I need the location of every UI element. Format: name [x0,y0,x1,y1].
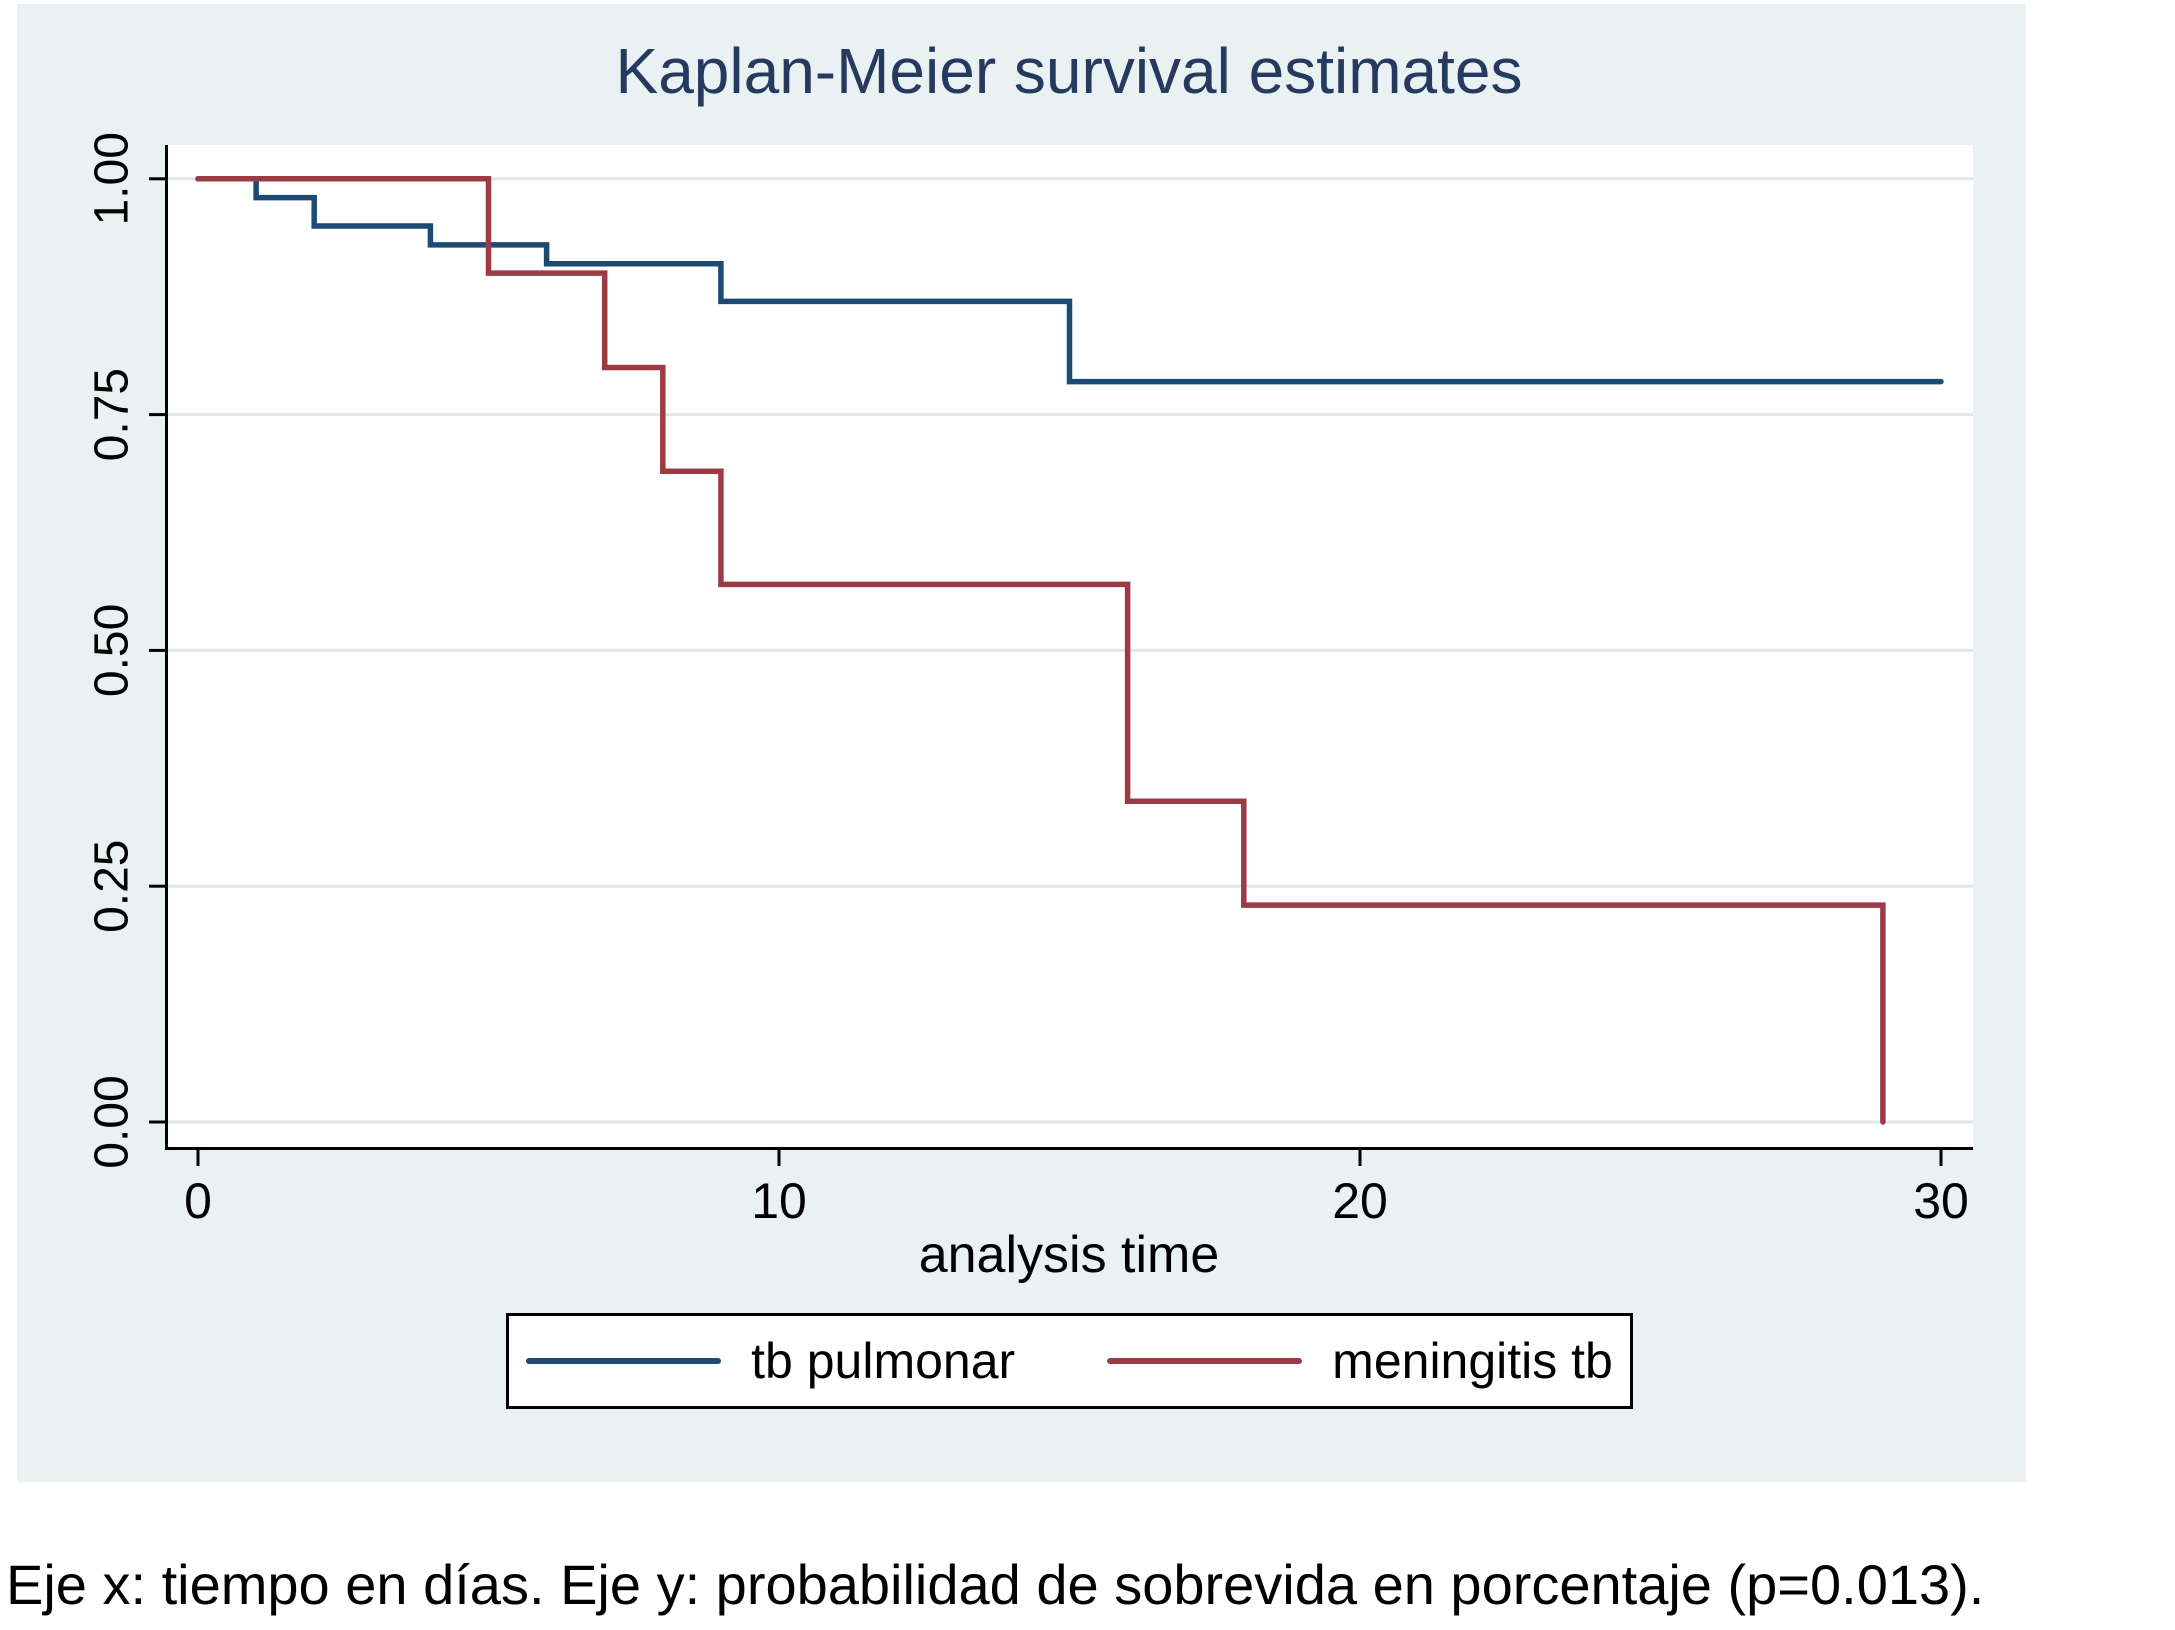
legend-label-meningitis-tb: meningitis tb [1332,1333,1613,1389]
survival-curve-meningitis-tb [195,176,1886,1125]
tb-pulmonar-line-swatch [526,1358,722,1364]
legend-item-tb-pulmonar: tb pulmonar [526,1336,1015,1386]
x-tick-label-20: 20 [1332,1173,1388,1229]
meningitis-tb-line-swatch [1107,1358,1303,1364]
x-tick-label-30: 30 [1913,1173,1969,1229]
y-tick-label-1.00: 1.00 [86,132,139,225]
legend-label-tb-pulmonar: tb pulmonar [751,1333,1016,1389]
y-tick-label-0.25: 0.25 [86,839,139,932]
plot-area [165,145,1973,1147]
y-tick-label-0.50: 0.50 [86,604,139,697]
legend-item-meningitis-tb: meningitis tb [1107,1336,1613,1386]
y-tick-label-0.00: 0.00 [86,1075,139,1168]
y-tick-label-0.75: 0.75 [86,368,139,461]
chart-title: Kaplan-Meier survival estimates [615,35,1523,107]
x-tick-label-0: 0 [184,1173,212,1229]
x-axis-title: analysis time [919,1226,1220,1284]
x-tick-label-10: 10 [751,1173,807,1229]
figure-caption: Eje x: tiempo en días. Eje y: probabilid… [6,1553,1985,1616]
legend: tb pulmonar meningitis tb [506,1313,1633,1409]
